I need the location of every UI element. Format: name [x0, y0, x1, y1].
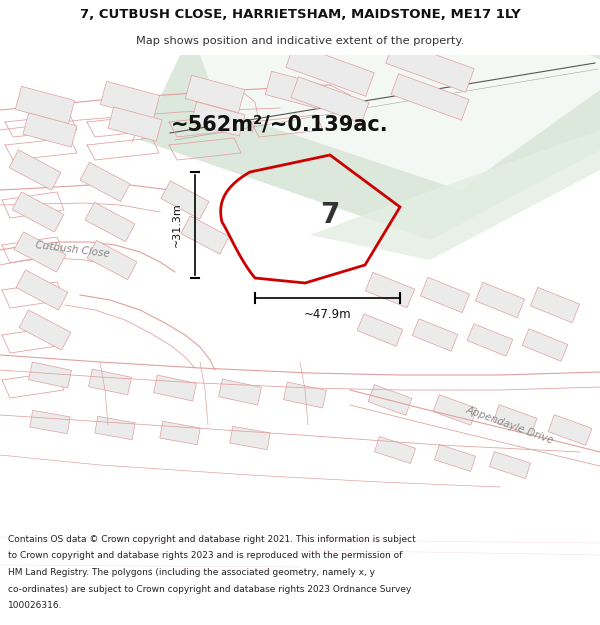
Polygon shape: [421, 278, 470, 312]
Polygon shape: [108, 107, 162, 141]
Polygon shape: [161, 181, 209, 219]
Polygon shape: [412, 319, 458, 351]
Polygon shape: [14, 232, 66, 272]
Text: to Crown copyright and database rights 2023 and is reproduced with the permissio: to Crown copyright and database rights 2…: [8, 551, 403, 561]
Polygon shape: [490, 451, 530, 479]
Polygon shape: [154, 375, 196, 401]
Polygon shape: [475, 282, 524, 318]
Polygon shape: [386, 40, 474, 92]
Text: Contains OS data © Crown copyright and database right 2021. This information is : Contains OS data © Crown copyright and d…: [8, 535, 416, 544]
Polygon shape: [284, 382, 326, 408]
Polygon shape: [310, 130, 600, 260]
Text: Map shows position and indicative extent of the property.: Map shows position and indicative extent…: [136, 36, 464, 46]
Text: ~562m²/~0.139ac.: ~562m²/~0.139ac.: [171, 115, 389, 135]
Polygon shape: [160, 421, 200, 444]
Text: Cutbush Close: Cutbush Close: [34, 241, 110, 259]
Polygon shape: [357, 314, 403, 346]
Polygon shape: [286, 44, 374, 96]
Polygon shape: [89, 369, 131, 395]
Polygon shape: [493, 405, 537, 435]
Polygon shape: [140, 55, 600, 240]
Polygon shape: [185, 75, 245, 112]
Polygon shape: [433, 395, 477, 425]
Polygon shape: [265, 71, 325, 109]
Polygon shape: [9, 150, 61, 190]
Polygon shape: [530, 288, 580, 322]
Polygon shape: [230, 426, 270, 449]
Polygon shape: [16, 86, 74, 124]
Polygon shape: [95, 416, 135, 439]
Polygon shape: [374, 436, 416, 464]
Text: 7: 7: [320, 201, 340, 229]
Polygon shape: [80, 162, 130, 202]
Polygon shape: [548, 415, 592, 445]
Polygon shape: [291, 77, 369, 123]
Polygon shape: [368, 385, 412, 415]
Text: ~47.9m: ~47.9m: [304, 308, 352, 321]
Polygon shape: [200, 55, 600, 190]
Polygon shape: [100, 81, 160, 119]
Text: HM Land Registry. The polygons (including the associated geometry, namely x, y: HM Land Registry. The polygons (includin…: [8, 568, 375, 577]
Text: co-ordinates) are subject to Crown copyright and database rights 2023 Ordnance S: co-ordinates) are subject to Crown copyr…: [8, 584, 412, 594]
Polygon shape: [434, 444, 476, 471]
Polygon shape: [181, 216, 229, 254]
Text: ~31.3m: ~31.3m: [172, 202, 182, 248]
Polygon shape: [29, 362, 71, 388]
Polygon shape: [391, 74, 469, 120]
Polygon shape: [19, 310, 71, 350]
Polygon shape: [12, 192, 64, 232]
Polygon shape: [23, 113, 77, 147]
Polygon shape: [85, 202, 135, 242]
Polygon shape: [191, 102, 245, 136]
Polygon shape: [30, 411, 70, 434]
Polygon shape: [365, 272, 415, 308]
Polygon shape: [218, 379, 262, 405]
Polygon shape: [467, 324, 513, 356]
Text: 100026316.: 100026316.: [8, 601, 62, 610]
Text: 7, CUTBUSH CLOSE, HARRIETSHAM, MAIDSTONE, ME17 1LY: 7, CUTBUSH CLOSE, HARRIETSHAM, MAIDSTONE…: [80, 8, 520, 21]
Polygon shape: [87, 241, 137, 279]
Text: Appendayle Drive: Appendayle Drive: [465, 404, 555, 446]
Polygon shape: [16, 270, 68, 310]
Polygon shape: [522, 329, 568, 361]
